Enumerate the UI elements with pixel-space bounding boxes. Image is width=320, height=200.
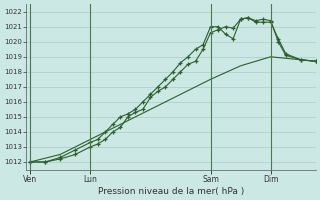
X-axis label: Pression niveau de la mer( hPa ): Pression niveau de la mer( hPa ) (98, 187, 244, 196)
